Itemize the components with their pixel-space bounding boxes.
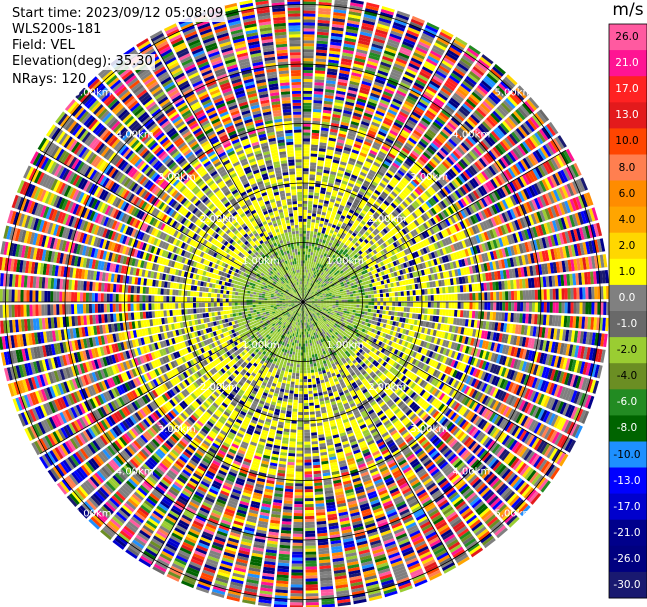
colorbar-tick-label: 4.0 xyxy=(618,213,636,226)
ring-label: 5.00km xyxy=(74,88,112,99)
colorbar-tick-label: 0.0 xyxy=(618,292,636,304)
ring-label: 2.00km xyxy=(200,214,238,225)
azimuth-spoke xyxy=(40,149,304,303)
colorbar-tick-label: -2.0 xyxy=(616,344,638,357)
azimuth-spoke xyxy=(302,301,566,455)
colorbar-tick-label: 8.0 xyxy=(618,161,636,174)
colorbar-tick-label: 13.0 xyxy=(615,109,639,122)
ring-label: 3.00km xyxy=(410,172,448,183)
azimuth-spoke xyxy=(40,301,304,455)
ring-label: 2.00km xyxy=(368,214,406,225)
ring-label: 5.00km xyxy=(494,88,532,99)
ring-label: 4.00km xyxy=(452,130,490,141)
colorbar-tick-label: -26.0 xyxy=(613,552,641,565)
colorbar-tick-label: -1.0 xyxy=(616,318,638,330)
elevation-label: Elevation(deg): 35.30 xyxy=(10,54,155,70)
ring-label: 1.00km xyxy=(326,256,364,267)
range-ring-labels: 1.00km 1.00km 1.00km 1.00km 2.00km 2.00km 2.00… xyxy=(74,88,533,520)
colorbar-tick-label: -10.0 xyxy=(613,448,641,461)
ring-label: 4.00km xyxy=(452,466,490,477)
ring-label: 1.00km xyxy=(326,340,364,351)
colorbar-tick-label: -4.0 xyxy=(616,370,638,383)
instrument-label: WLS200s-181 xyxy=(10,22,104,38)
azimuth-spoke xyxy=(302,149,566,303)
colorbar-tick-label: 1.0 xyxy=(618,265,636,278)
ring-label: 1.00km xyxy=(242,340,280,351)
ring-label: 3.00km xyxy=(410,424,448,435)
ring-label: 2.00km xyxy=(368,382,406,393)
ray-cells xyxy=(0,0,610,607)
colorbar-tick-label: 2.0 xyxy=(618,239,636,252)
start-time-label: Start time: 2023/09/12 05:08:09 xyxy=(10,6,226,22)
colorbar-tick-label: -8.0 xyxy=(616,422,638,435)
azimuth-spoke xyxy=(150,301,304,565)
colorbar-tick-label: 21.0 xyxy=(615,57,639,70)
colorbar-tick-label: -17.0 xyxy=(613,500,641,513)
colorbar-tick-label: 6.0 xyxy=(618,187,636,200)
azimuth-spokes xyxy=(0,0,607,606)
colorbar-tick-label: -21.0 xyxy=(613,526,641,539)
field-label: Field: VEL xyxy=(10,38,77,54)
ring-label: 3.00km xyxy=(158,424,196,435)
colorbar-unit: m/s xyxy=(612,0,644,20)
colorbar-tick-label: -6.0 xyxy=(616,396,638,409)
colorbar-tick-label: 26.0 xyxy=(615,31,639,43)
ring-label: 2.00km xyxy=(200,382,238,393)
nrays-label: NRays: 120 xyxy=(10,72,89,88)
colorbar-tick-label: 10.0 xyxy=(615,135,639,148)
ring-label: 5.00km xyxy=(74,508,112,519)
azimuth-spoke xyxy=(302,39,456,303)
colorbar-tick-label: 17.0 xyxy=(615,83,639,96)
ring-label: 5.00km xyxy=(494,508,532,519)
ring-label: 4.00km xyxy=(116,466,154,477)
ring-label: 1.00km xyxy=(242,256,280,267)
ring-label: 3.00km xyxy=(158,172,196,183)
azimuth-spoke xyxy=(150,39,304,303)
colorbar-tick-label: -30.0 xyxy=(613,579,641,591)
azimuth-spoke xyxy=(302,301,456,565)
colorbar-tick-label: -13.0 xyxy=(613,474,641,487)
ring-label: 4.00km xyxy=(116,130,154,141)
